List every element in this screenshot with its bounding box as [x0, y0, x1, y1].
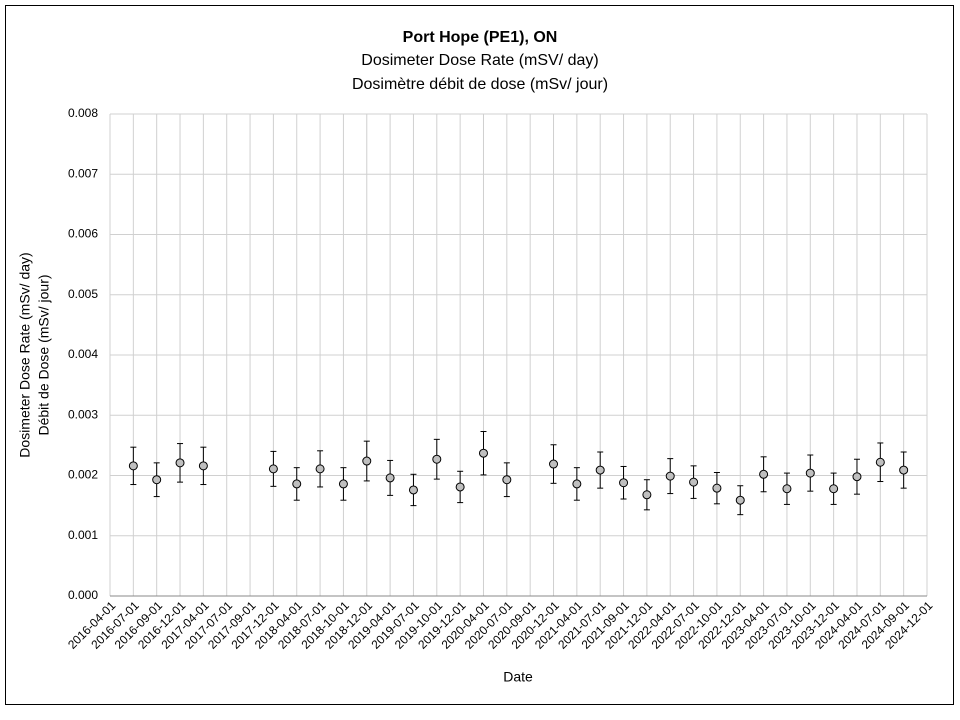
data-point	[852, 472, 862, 482]
data-point	[619, 478, 629, 488]
y-tick-label: 0.002	[68, 468, 98, 482]
data-point	[572, 479, 582, 489]
data-point	[292, 479, 302, 489]
y-tick-label: 0.004	[68, 347, 98, 361]
data-point	[759, 469, 769, 479]
data-point	[478, 448, 488, 458]
chart-subtitle: Dosimètre débit de dose (mSv/ jour)	[352, 76, 608, 93]
y-tick-label: 0.001	[68, 528, 98, 542]
y-axis-label: Débit de Dose (mSv/ jour)	[36, 274, 52, 435]
data-point	[782, 484, 792, 494]
y-tick-label: 0.008	[68, 106, 98, 120]
chart-subtitle: Dosimeter Dose Rate (mSV/ day)	[361, 52, 598, 69]
data-point	[805, 468, 815, 478]
data-point	[502, 475, 512, 485]
data-point	[408, 485, 418, 495]
data-point	[455, 482, 465, 492]
y-tick-label: 0.000	[68, 588, 98, 602]
y-tick-label: 0.006	[68, 227, 98, 241]
data-point	[338, 479, 348, 489]
data-point	[595, 465, 605, 475]
data-point	[712, 483, 722, 493]
data-point	[315, 464, 325, 474]
data-point	[128, 461, 138, 471]
y-tick-label: 0.003	[68, 407, 98, 421]
data-point	[432, 454, 442, 464]
data-point	[689, 477, 699, 487]
data-point	[152, 475, 162, 485]
data-point	[829, 484, 839, 494]
data-point	[549, 459, 559, 469]
y-tick-label: 0.005	[68, 287, 98, 301]
data-point	[899, 465, 909, 475]
chart-title: Port Hope (PE1), ON	[403, 29, 558, 46]
x-axis-label: Date	[503, 669, 533, 685]
y-tick-label: 0.007	[68, 166, 98, 180]
data-point	[665, 471, 675, 481]
data-point	[362, 456, 372, 466]
data-point	[175, 458, 185, 468]
y-axis-label: Dosimeter Dose Rate (mSv/ day)	[17, 252, 33, 457]
data-point	[735, 495, 745, 505]
data-point	[875, 457, 885, 467]
data-point	[385, 473, 395, 483]
data-point	[642, 490, 652, 500]
data-point	[198, 461, 208, 471]
data-point	[268, 464, 278, 474]
